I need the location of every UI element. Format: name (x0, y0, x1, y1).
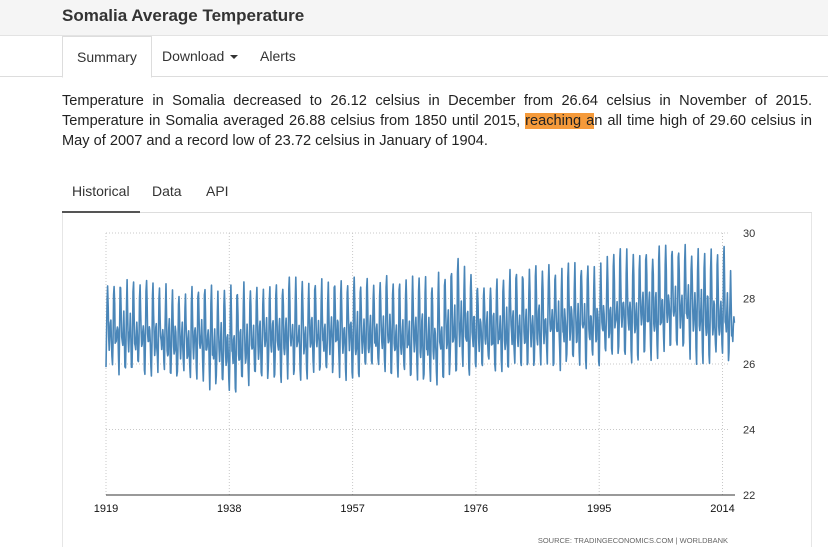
tab-alerts[interactable]: Alerts (246, 36, 310, 77)
tab-api[interactable]: API (206, 175, 229, 213)
temperature-line[interactable] (105, 243, 736, 393)
tab-api-label: API (206, 183, 229, 199)
description-text-1: Temperature in Somalia decreased to 26.1… (62, 93, 812, 129)
tab-data-label: Data (152, 183, 182, 199)
summary-description: Temperature in Somalia decreased to 26.1… (62, 91, 812, 151)
page-header: Somalia Average Temperature (0, 0, 828, 36)
x-axis: 1919 1938 1957 1976 1995 2014 (94, 494, 735, 515)
y-tick-label: 22 (743, 490, 755, 502)
tab-historical[interactable]: Historical (62, 175, 140, 213)
x-tick-label: 1976 (464, 503, 488, 515)
tab-alerts-label: Alerts (260, 48, 296, 64)
tab-historical-label: Historical (72, 183, 130, 199)
y-axis: 22 24 26 28 30 (743, 228, 755, 502)
chart-grid (105, 232, 729, 495)
chart-container: 22 24 26 28 30 1919 1938 1957 1976 1995 2014 SOUR… (62, 213, 812, 547)
description-text-2: n all time high of 29.60 celsius in May … (62, 113, 812, 149)
y-tick-label: 28 (743, 294, 755, 306)
tab-download-label: Download (162, 48, 225, 64)
chart-tabs: Historical Data API (62, 175, 812, 213)
y-tick-label: 30 (743, 228, 755, 240)
y-tick-label: 26 (743, 359, 755, 371)
chart-source: SOURCE: TRADINGECONOMICS.COM | WORLDBANK (538, 536, 728, 545)
caret-down-icon (230, 55, 239, 60)
main-nav: Summary Download Alerts (0, 36, 828, 78)
tab-summary[interactable]: Summary (62, 36, 152, 78)
x-tick-label: 1919 (94, 503, 118, 515)
x-tick-label: 1957 (340, 503, 364, 515)
y-tick-label: 24 (743, 425, 755, 437)
temperature-chart[interactable]: 22 24 26 28 30 1919 1938 1957 1976 1995 2014 SOUR… (63, 213, 813, 547)
tab-summary-label: Summary (77, 49, 137, 65)
tab-download[interactable]: Download (148, 36, 252, 77)
x-tick-label: 1938 (217, 503, 241, 515)
x-tick-label: 1995 (587, 503, 611, 515)
page-title: Somalia Average Temperature (62, 6, 305, 25)
tab-data[interactable]: Data (152, 175, 182, 213)
highlighted-text: reaching a (525, 113, 595, 129)
x-tick-label: 2014 (710, 503, 734, 515)
